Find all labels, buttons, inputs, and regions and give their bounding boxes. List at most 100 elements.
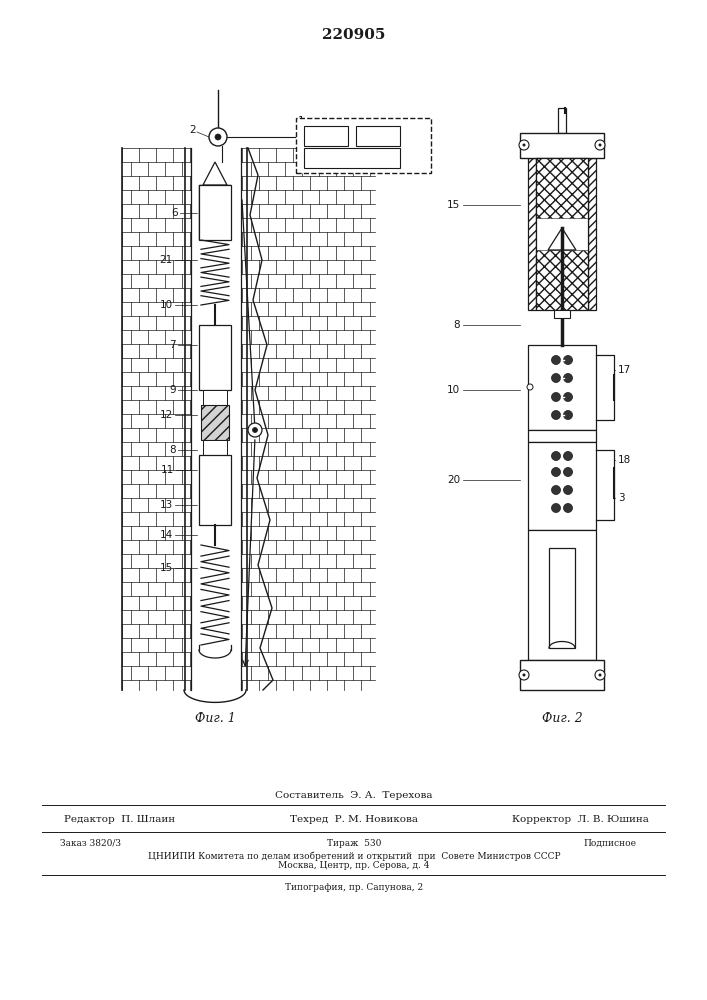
Text: 8: 8 <box>453 320 460 330</box>
Bar <box>554 310 570 318</box>
Bar <box>203 440 227 455</box>
Circle shape <box>551 468 561 477</box>
Text: Фиг. 1: Фиг. 1 <box>194 712 235 724</box>
Bar <box>199 185 231 240</box>
Text: 3: 3 <box>375 131 382 141</box>
Bar <box>528 530 536 660</box>
Bar <box>520 660 604 690</box>
Text: 2: 2 <box>189 125 196 135</box>
Text: 17: 17 <box>618 365 631 375</box>
Bar <box>558 108 566 133</box>
Bar <box>296 118 431 173</box>
Circle shape <box>551 504 561 512</box>
Text: Подписное: Подписное <box>583 838 636 848</box>
Circle shape <box>551 410 561 420</box>
Text: ЦНИИПИ Комитета по делам изобретений и открытий  при  Совете Министров СССР: ЦНИИПИ Комитета по делам изобретений и о… <box>148 851 561 861</box>
Bar <box>528 430 596 442</box>
Text: 15: 15 <box>160 563 173 573</box>
Text: 12: 12 <box>160 410 173 420</box>
Bar <box>528 158 536 310</box>
Text: 4: 4 <box>349 153 356 163</box>
Text: 20: 20 <box>447 475 460 485</box>
Circle shape <box>522 674 525 676</box>
Circle shape <box>519 670 529 680</box>
Bar <box>536 250 588 310</box>
Bar <box>199 325 231 390</box>
Text: 220905: 220905 <box>322 28 386 42</box>
Bar <box>528 530 596 660</box>
Circle shape <box>215 134 221 140</box>
Text: 7: 7 <box>170 340 176 350</box>
Text: 10: 10 <box>447 385 460 395</box>
Bar <box>520 133 604 158</box>
Text: Составитель  Э. А.  Терехова: Составитель Э. А. Терехова <box>275 790 433 800</box>
Circle shape <box>551 486 561 494</box>
Text: Фиг. 2: Фиг. 2 <box>542 712 583 724</box>
Bar <box>536 158 588 310</box>
Text: Москва, Центр, пр. Серова, д. 4: Москва, Центр, пр. Серова, д. 4 <box>279 861 430 870</box>
Text: 6: 6 <box>171 208 178 218</box>
Circle shape <box>563 392 573 401</box>
Circle shape <box>248 423 262 437</box>
Text: 1: 1 <box>298 116 305 126</box>
Polygon shape <box>548 228 576 250</box>
Bar <box>549 548 575 648</box>
Bar <box>528 442 596 530</box>
Bar <box>528 345 536 430</box>
Bar <box>528 442 536 530</box>
Circle shape <box>563 468 573 477</box>
Circle shape <box>599 674 602 676</box>
Circle shape <box>563 410 573 420</box>
Text: 3: 3 <box>618 493 624 503</box>
Text: 21: 21 <box>160 255 173 265</box>
Bar <box>588 442 596 530</box>
Bar <box>528 345 596 430</box>
Circle shape <box>563 486 573 494</box>
Text: Заказ 3820/3: Заказ 3820/3 <box>59 838 120 848</box>
Bar <box>356 126 400 146</box>
Text: 11: 11 <box>160 465 174 475</box>
Text: 15: 15 <box>447 200 460 210</box>
Bar <box>520 660 604 690</box>
Circle shape <box>527 384 533 390</box>
Bar <box>536 158 588 218</box>
Circle shape <box>551 356 561 364</box>
Circle shape <box>551 452 561 460</box>
Circle shape <box>595 140 605 150</box>
Text: 5: 5 <box>322 131 329 141</box>
Circle shape <box>563 452 573 460</box>
Polygon shape <box>203 162 227 185</box>
Circle shape <box>563 356 573 364</box>
Text: 10: 10 <box>160 300 173 310</box>
Text: 18: 18 <box>618 455 631 465</box>
Text: 13: 13 <box>160 500 173 510</box>
Bar <box>199 185 231 240</box>
Text: Типография, пр. Сапунова, 2: Типография, пр. Сапунова, 2 <box>285 882 423 892</box>
Text: 9: 9 <box>170 385 176 395</box>
Circle shape <box>595 670 605 680</box>
Text: Техред  Р. М. Новикова: Техред Р. М. Новикова <box>290 816 418 824</box>
Bar <box>588 158 596 310</box>
Text: Тираж  530: Тираж 530 <box>327 838 381 848</box>
Circle shape <box>563 373 573 382</box>
Text: Редактор  П. Шлаин: Редактор П. Шлаин <box>64 816 175 824</box>
Text: 14: 14 <box>160 530 173 540</box>
Bar <box>304 126 348 146</box>
Bar <box>520 133 604 158</box>
Bar <box>304 148 400 168</box>
Circle shape <box>522 143 525 146</box>
Bar <box>588 345 596 430</box>
Text: 8: 8 <box>170 445 176 455</box>
Circle shape <box>252 428 257 432</box>
Bar <box>588 530 596 660</box>
Bar <box>203 390 227 405</box>
Circle shape <box>599 143 602 146</box>
Bar <box>199 455 231 525</box>
Circle shape <box>519 140 529 150</box>
Circle shape <box>563 504 573 512</box>
Circle shape <box>551 392 561 401</box>
Bar <box>201 405 229 440</box>
Circle shape <box>209 128 227 146</box>
Text: Корректор  Л. В. Юшина: Корректор Л. В. Юшина <box>512 816 648 824</box>
Circle shape <box>551 373 561 382</box>
